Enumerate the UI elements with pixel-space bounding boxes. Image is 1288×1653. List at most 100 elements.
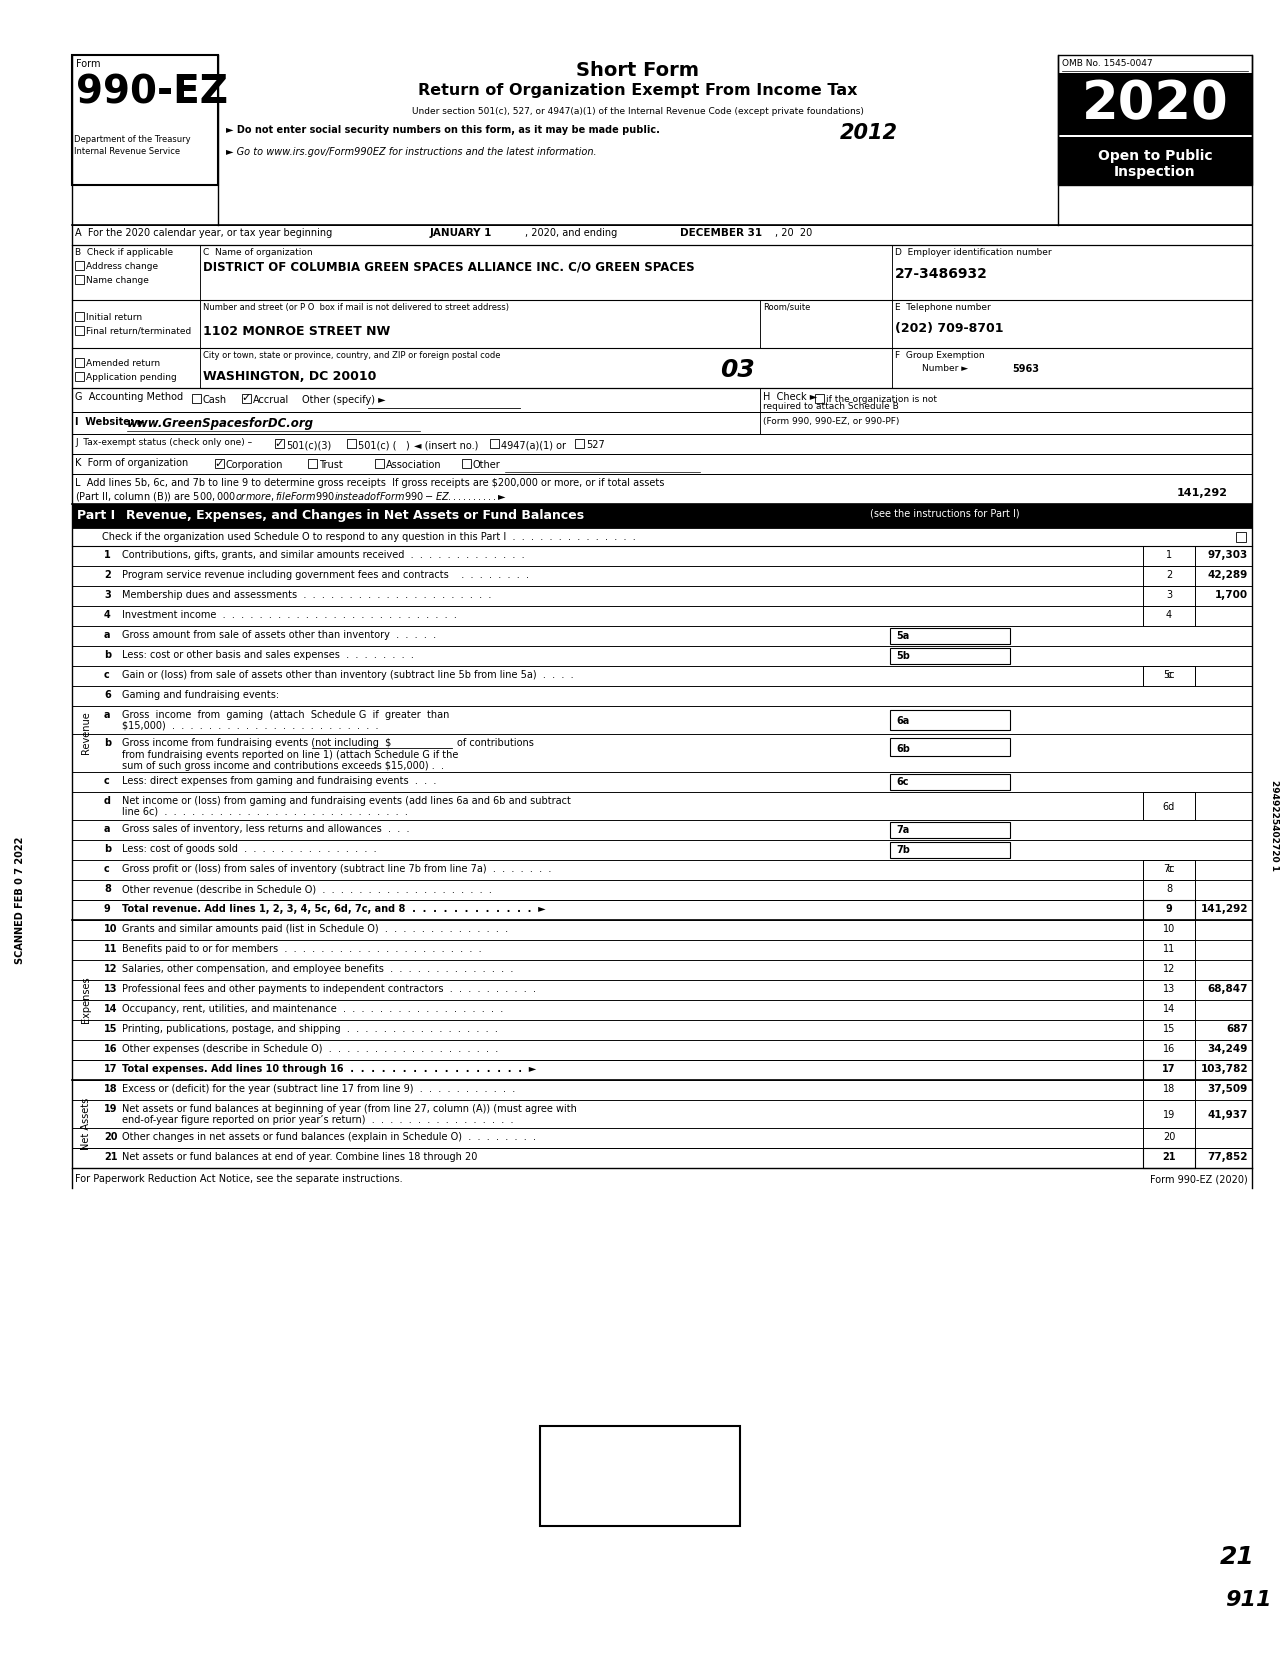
Bar [1057,137,1252,185]
Text: a: a [104,711,111,721]
Bar [893,245,1252,299]
Text: 6d: 6d [1163,802,1175,812]
Bar [215,460,224,468]
Text: from fundraising events reported on line 1) (attach Schedule G if the: from fundraising events reported on line… [122,750,459,760]
Text: Address change: Address change [86,261,158,271]
Text: 5c: 5c [1163,669,1175,679]
Text: a: a [104,630,111,640]
Bar [760,388,1252,412]
Text: Form 990-EZ (2020): Form 990-EZ (2020) [1150,1174,1248,1184]
Text: , 20  20: , 20 20 [775,228,813,238]
Bar [72,1099,1252,1127]
Text: 911: 911 [1225,1590,1271,1610]
Text: 11: 11 [104,944,117,954]
Bar [200,245,893,299]
Bar [893,299,1252,349]
Bar [1142,879,1195,899]
Text: 16: 16 [1163,1045,1175,1055]
Text: if the organization is not: if the organization is not [826,395,936,403]
Bar [75,372,84,380]
Text: Under section 501(c), 527, or 4947(a)(1) of the Internal Revenue Code (except pr: Under section 501(c), 527, or 4947(a)(1)… [412,107,864,116]
Text: 97,303: 97,303 [1208,550,1248,560]
Text: Grants and similar amounts paid (list in Schedule O)  .  .  .  .  .  .  .  .  . : Grants and similar amounts paid (list in… [122,924,509,934]
Bar [72,55,218,185]
Bar [1142,980,1195,1000]
Bar [72,792,1252,820]
Text: B  Check if applicable: B Check if applicable [75,248,173,256]
Text: sum of such gross income and contributions exceeds $15,000) .  .: sum of such gross income and contributio… [122,760,444,770]
Text: E  Telephone number: E Telephone number [895,302,990,312]
Text: 7c: 7c [1163,865,1175,874]
Text: Other expenses (describe in Schedule O)  .  .  .  .  .  .  .  .  .  .  .  .  .  : Other expenses (describe in Schedule O) … [122,1045,498,1055]
Text: K  Form of organization: K Form of organization [75,458,188,468]
Text: 103,782: 103,782 [1200,1065,1248,1074]
Bar [72,607,1252,626]
Bar [72,1000,1252,1020]
Text: 1,700: 1,700 [1215,590,1248,600]
Text: Short Form: Short Form [577,61,699,79]
Text: 20: 20 [1163,1132,1175,1142]
Text: Department of the Treasury: Department of the Treasury [73,136,191,144]
Text: 12: 12 [1163,964,1175,974]
Bar [72,666,1252,686]
Text: Room/suite: Room/suite [762,302,810,312]
Bar [760,412,1252,435]
Text: ✓: ✓ [274,438,285,448]
Bar [1142,565,1195,587]
Text: 2020: 2020 [1082,78,1229,131]
Text: b: b [104,650,111,660]
Bar [1142,941,1195,960]
Bar [1142,1127,1195,1147]
Text: Less: cost or other basis and sales expenses  .  .  .  .  .  .  .  .: Less: cost or other basis and sales expe… [122,650,413,660]
Text: For Paperwork Reduction Act Notice, see the separate instructions.: For Paperwork Reduction Act Notice, see … [75,1174,403,1184]
Bar [1142,792,1195,820]
Text: 14: 14 [1163,1003,1175,1013]
Text: Professional fees and other payments to independent contractors  .  .  .  .  .  : Professional fees and other payments to … [122,984,536,993]
Text: WASHINGTON, DC 20010: WASHINGTON, DC 20010 [204,370,376,383]
Text: Corporation: Corporation [225,460,283,469]
Text: Final return/terminated: Final return/terminated [86,327,191,336]
Text: 37,509: 37,509 [1208,1084,1248,1094]
Text: 19: 19 [104,1104,117,1114]
Text: Open to Public: Open to Public [1097,149,1212,164]
Text: 5a: 5a [896,631,909,641]
Text: Contributions, gifts, grants, and similar amounts received  .  .  .  .  .  .  . : Contributions, gifts, grants, and simila… [122,550,524,560]
Text: 34,249: 34,249 [1208,1045,1248,1055]
Text: 4947(a)(1) or: 4947(a)(1) or [501,440,565,450]
Text: 21: 21 [1220,1546,1255,1569]
Text: 03: 03 [720,359,755,382]
Bar [308,460,317,468]
Bar [890,711,1010,731]
Text: ✓: ✓ [242,393,251,403]
Text: 7b: 7b [896,845,909,855]
Text: b: b [104,737,111,749]
Text: 2949225402720 1: 2949225402720 1 [1270,780,1279,871]
Text: 18: 18 [1163,1084,1175,1094]
Text: Number ►: Number ► [922,364,969,374]
Text: ► Go to www.irs.gov/Form990EZ for instructions and the latest information.: ► Go to www.irs.gov/Form990EZ for instru… [225,147,596,157]
Text: Other: Other [473,460,501,469]
Bar [72,772,1252,792]
Bar [75,359,84,367]
Bar [72,860,1252,879]
Bar [489,440,498,448]
Bar [192,393,201,403]
Text: J  Tax-exempt status (check only one) –: J Tax-exempt status (check only one) – [75,438,252,446]
Text: Name change: Name change [86,276,149,284]
Text: Gross  income  from  gaming  (attach  Schedule G  if  greater  than: Gross income from gaming (attach Schedul… [122,711,450,721]
Bar [200,299,760,349]
Text: 6a: 6a [896,716,909,726]
Text: Benefits paid to or for members  .  .  .  .  .  .  .  .  .  .  .  .  .  .  .  . : Benefits paid to or for members . . . . … [122,944,482,954]
Text: 141,292: 141,292 [1177,488,1227,498]
Text: 19: 19 [1163,1111,1175,1121]
Text: Accrual: Accrual [252,395,290,405]
Text: 141,292: 141,292 [1200,904,1248,914]
Bar [1142,1060,1195,1079]
Bar [72,960,1252,980]
Text: 4: 4 [1166,610,1172,620]
Text: 1102 MONROE STREET NW: 1102 MONROE STREET NW [204,326,390,337]
Text: IRS-OSC: IRS-OSC [697,1504,732,1512]
Bar [1142,666,1195,686]
Text: 3: 3 [1166,590,1172,600]
Text: OGDEN, UT: OGDEN, UT [604,1484,676,1498]
